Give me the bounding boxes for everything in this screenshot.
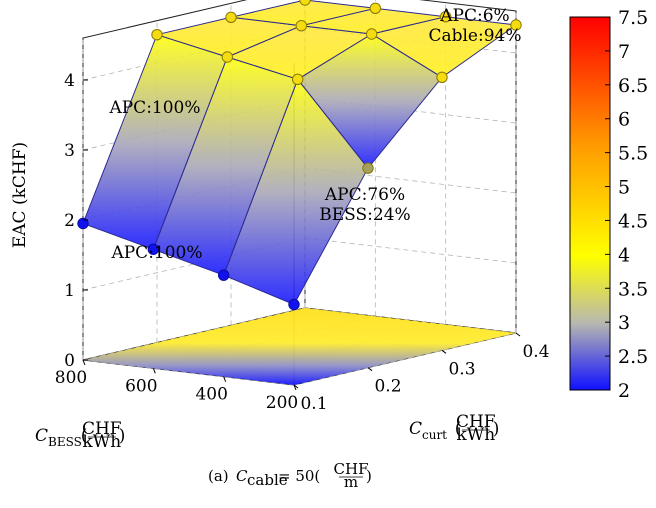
- axis-label-paren: ): [119, 426, 126, 446]
- data-point: [147, 243, 160, 256]
- data-point: [439, 10, 452, 23]
- x-tick-label: 800: [55, 368, 87, 388]
- axis-label-paren: (: [81, 426, 88, 446]
- caption-symbol: C: [236, 467, 248, 485]
- colorbar-tick-label: 7.5: [618, 7, 648, 29]
- data-point: [369, 2, 382, 15]
- z-tick-label: 1: [64, 281, 75, 301]
- data-point: [510, 19, 522, 31]
- y-tick-label: 0.3: [448, 359, 475, 379]
- axis-label-unit-den: kWh: [456, 425, 495, 445]
- colorbar-tick-label: 2.5: [618, 346, 648, 368]
- y-tick-mark: [515, 332, 521, 337]
- axis-label-symbol: C: [35, 426, 48, 446]
- surface-cell: [230, 0, 376, 27]
- grid-line: [304, 237, 517, 264]
- floor-colormap: [83, 308, 516, 385]
- annotation-text: Cable:94%: [428, 26, 521, 46]
- annotations: APC:6%Cable:94% APC:100% APC:76%BESS:24% AP…: [108, 6, 521, 263]
- colorbar-tick-label: 6.5: [618, 75, 648, 97]
- data-point: [217, 269, 230, 281]
- colorbar-tick-label: 5: [618, 177, 630, 199]
- z-axis-label: EAC (kCHF): [10, 142, 30, 248]
- data-point: [299, 0, 311, 6]
- annotation-text: APC:6%: [439, 6, 509, 26]
- caption-unit-num: CHF: [334, 460, 369, 478]
- x-tick-label: 200: [266, 393, 298, 413]
- x-tick-mark: [82, 359, 86, 366]
- axis-label-symbol: C: [409, 419, 422, 439]
- colorbar-tick-label: 3.5: [618, 278, 648, 300]
- annotation-text: BESS:24%: [319, 205, 410, 225]
- colorbar-tick-label: 3: [618, 312, 630, 334]
- y-tick-label: 0.2: [374, 377, 401, 397]
- caption-close: ): [366, 467, 372, 485]
- z-tick-label: 3: [64, 141, 75, 161]
- colorbar-tick-label: 6: [618, 109, 630, 131]
- caption-subscript: cable: [247, 471, 288, 489]
- data-point: [77, 217, 89, 230]
- axis-ticks: 200 400 600 800 0.1 0.2 0.3 0.4 0 1 2 3 4: [55, 71, 550, 414]
- data-point: [436, 71, 448, 84]
- data-point: [365, 28, 378, 40]
- data-point: [288, 298, 300, 311]
- axis-label-unit-num: CHF: [456, 412, 496, 432]
- x-tick-mark: [223, 376, 227, 382]
- colorbar-tick-label: 2: [618, 380, 630, 402]
- axis-label-subscript: curt: [422, 428, 447, 442]
- data-points: [77, 0, 522, 311]
- data-point: [151, 28, 163, 41]
- colorbar: 2 2.5 3 3.5 4 4.5 5 5.5 6 6.5 7 7.5: [569, 7, 648, 402]
- caption-eq: = 50(: [278, 467, 320, 485]
- colorbar-tick-label: 5.5: [618, 143, 648, 165]
- y-tick-mark: [367, 367, 373, 372]
- colorbar-tick-label: 4: [618, 244, 630, 266]
- colorbar-gradient: [569, 16, 611, 391]
- caption-prefix: (a): [208, 467, 229, 485]
- annotation-text: APC:100%: [110, 243, 202, 263]
- x-tick-mark: [152, 368, 156, 374]
- colorbar-tick-label: 7: [618, 41, 630, 63]
- axis-label-paren: ): [493, 419, 500, 439]
- colorbar-tick-label: 4.5: [618, 210, 648, 232]
- x-tick-label: 600: [125, 376, 157, 396]
- caption-unit-den: m: [344, 473, 358, 491]
- z-tick-label: 0: [64, 351, 75, 371]
- data-point: [225, 11, 237, 24]
- annotation-text: APC:76%: [324, 185, 405, 205]
- annotation-text: APC:100%: [108, 98, 200, 118]
- y-tick-label: 0.1: [300, 394, 327, 414]
- y-tick-mark: [441, 349, 447, 354]
- z-tick-label: 2: [64, 211, 75, 231]
- data-point: [295, 19, 308, 32]
- floor-projection: [83, 308, 516, 385]
- x-tick-label: 400: [195, 385, 227, 405]
- axis-label-subscript: BESS: [48, 435, 82, 449]
- data-point: [362, 162, 374, 174]
- axis-label-unit-den: kWh: [82, 432, 121, 452]
- surface-mesh: [82, 0, 518, 306]
- axis-label-unit-num: CHF: [82, 419, 122, 439]
- data-point: [221, 51, 234, 63]
- z-tick-label: 4: [64, 71, 75, 91]
- y-tick-label: 0.4: [522, 342, 549, 362]
- axis-label-paren: (: [455, 419, 462, 439]
- y-tick-mark: [293, 384, 299, 389]
- data-point: [291, 73, 304, 86]
